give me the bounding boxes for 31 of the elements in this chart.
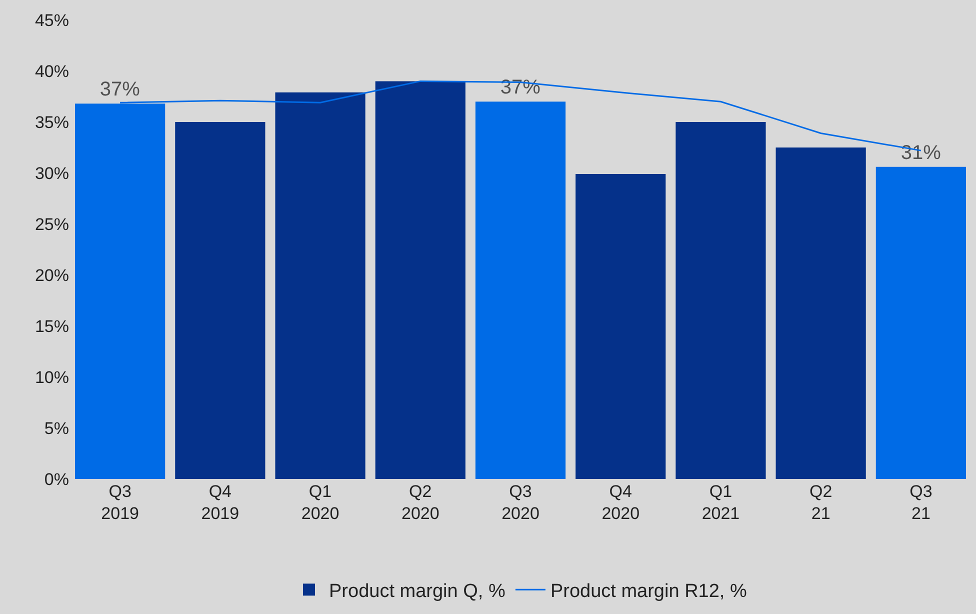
x-tick-label: Q3 2020 [502, 482, 540, 524]
bar [175, 122, 266, 479]
bar [475, 102, 566, 479]
bar [876, 166, 966, 479]
bar [275, 92, 366, 479]
y-tick-label: 35% [34, 112, 69, 132]
legend-label: Product margin Q, % [329, 581, 506, 602]
y-tick-label: 45% [34, 10, 69, 30]
y-tick-label: 10% [34, 368, 69, 387]
y-tick-label: 0% [44, 470, 69, 489]
y-tick-label: 30% [34, 164, 69, 183]
legend-label: Product margin R12, % [550, 581, 747, 602]
x-tick-label: Q4 2020 [602, 482, 640, 524]
y-tick-label: 40% [34, 62, 69, 81]
data-label: 31% [900, 142, 942, 164]
x-tick-label: Q2 21 [809, 482, 832, 524]
bar [776, 148, 866, 479]
y-tick-label: 5% [44, 418, 69, 438]
bar [576, 174, 666, 479]
x-tick-label: Q2 2020 [401, 482, 440, 524]
bar [375, 81, 466, 479]
x-tick-label: Q3 2019 [101, 482, 139, 524]
x-tick-label: Q4 2019 [201, 482, 240, 524]
data-label: 37% [100, 78, 140, 101]
bar [676, 122, 766, 479]
y-tick-label: 25% [34, 214, 69, 234]
x-tick-label: Q1 2021 [702, 482, 740, 524]
x-tick-label: Q1 2020 [301, 482, 340, 524]
y-tick-label: 15% [34, 316, 69, 336]
x-tick-label: Q3 21 [910, 482, 932, 524]
y-tick-label: 20% [34, 266, 69, 285]
